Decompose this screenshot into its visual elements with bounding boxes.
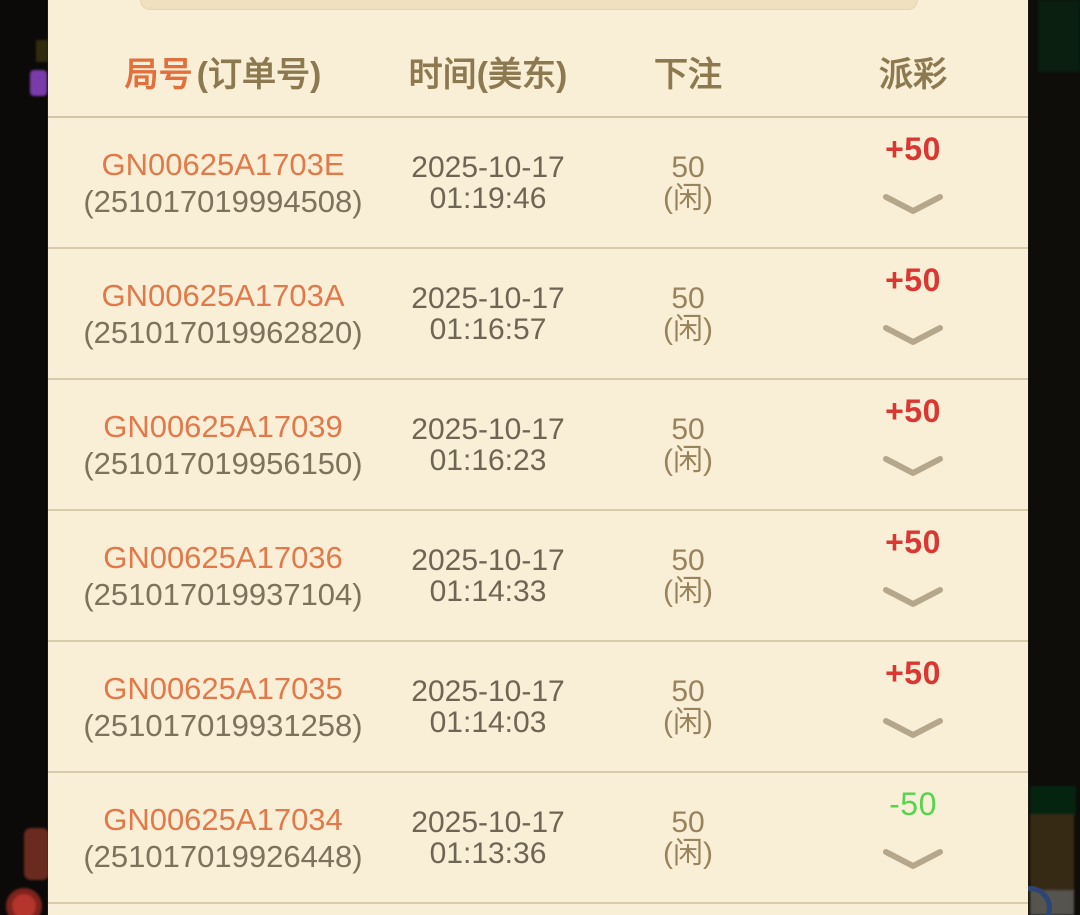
payout-amount: +50 — [885, 524, 941, 560]
bet-time: 2025-10-17 01:16:57 — [398, 283, 578, 345]
bet-amount: 50 — [671, 543, 705, 577]
bet-history-panel: 局号 (订单号) 时间(美东) 下注 派彩 GN00625A1703E (2510… — [48, 0, 1028, 915]
payout-amount: -50 — [889, 786, 937, 822]
table-row: GN00625A17035 (251017019931258) 2025-10-… — [48, 642, 1028, 773]
header-payout: 派彩 — [879, 55, 947, 94]
table-row: GN00625A1703E (251017019994508) 2025-10-… — [48, 118, 1028, 249]
payout-amount: +50 — [885, 262, 941, 298]
order-number: (251017019937104) — [83, 576, 363, 612]
bet-target: (闲) — [663, 836, 713, 870]
payout-amount: +50 — [885, 393, 941, 429]
bet-clock: 01:19:46 — [429, 181, 547, 215]
bet-time: 2025-10-17 01:13:36 — [398, 807, 578, 869]
bet-amount: 50 — [671, 150, 705, 184]
bet-info: 50 (闲) — [578, 545, 798, 607]
bet-clock: 01:16:23 — [429, 443, 547, 477]
bet-clock: 01:14:03 — [429, 705, 547, 739]
bet-target: (闲) — [663, 705, 713, 739]
table-header: 局号 (订单号) 时间(美东) 下注 派彩 — [48, 0, 1028, 118]
bet-clock: 01:16:57 — [429, 312, 547, 346]
header-round-order: 局号 (订单号) — [48, 47, 398, 96]
bet-amount: 50 — [671, 412, 705, 446]
bet-date: 2025-10-17 — [411, 805, 565, 839]
bet-time: 2025-10-17 01:14:03 — [398, 676, 578, 738]
background-game-button — [6, 888, 42, 915]
table-row: GN00625A1703A (251017019962820) 2025-10-… — [48, 249, 1028, 380]
background-artifact — [1038, 0, 1080, 72]
bet-target: (闲) — [663, 574, 713, 608]
chevron-down-icon[interactable] — [882, 586, 944, 608]
bet-amount: 50 — [671, 281, 705, 315]
chevron-down-icon[interactable] — [882, 455, 944, 477]
chevron-down-icon[interactable] — [882, 717, 944, 739]
order-number: (251017019931258) — [83, 707, 363, 743]
bet-date: 2025-10-17 — [411, 281, 565, 315]
chevron-down-icon[interactable] — [882, 848, 944, 870]
game-id: GN00625A17039 — [103, 408, 343, 444]
bet-info: 50 (闲) — [578, 807, 798, 869]
bet-date: 2025-10-17 — [411, 412, 565, 446]
bet-amount: 50 — [671, 805, 705, 839]
bet-amount: 50 — [671, 674, 705, 708]
table-row: GN00625A17036 (251017019937104) 2025-10-… — [48, 511, 1028, 642]
background-artifact — [30, 70, 47, 96]
background-artifact — [1030, 786, 1076, 816]
header-bet: 下注 — [654, 55, 722, 94]
payout-amount: +50 — [885, 655, 941, 691]
bet-time: 2025-10-17 01:14:33 — [398, 545, 578, 607]
game-id: GN00625A1703E — [101, 146, 345, 182]
bet-clock: 01:14:33 — [429, 574, 547, 608]
order-number: (251017019994508) — [83, 183, 363, 219]
background-game-right — [1008, 0, 1080, 915]
bet-info: 50 (闲) — [578, 676, 798, 738]
table-row: GN00625A17034 (251017019926448) 2025-10-… — [48, 773, 1028, 904]
table-row: GN00625A17039 (251017019956150) 2025-10-… — [48, 380, 1028, 511]
game-id: GN00625A17036 — [103, 539, 343, 575]
bet-clock: 01:13:36 — [429, 836, 547, 870]
background-artifact — [1030, 814, 1074, 892]
order-number: (251017019926448) — [83, 838, 363, 874]
header-time: 时间(美东) — [408, 55, 568, 94]
order-number: (251017019962820) — [83, 314, 363, 350]
bet-date: 2025-10-17 — [411, 674, 565, 708]
game-id: GN00625A17035 — [103, 670, 343, 706]
bet-date: 2025-10-17 — [411, 543, 565, 577]
header-order-label: (订单号) — [196, 55, 322, 94]
bet-target: (闲) — [663, 312, 713, 346]
payout-amount: +50 — [885, 131, 941, 167]
bet-target: (闲) — [663, 181, 713, 215]
bet-time: 2025-10-17 01:16:23 — [398, 414, 578, 476]
chevron-down-icon[interactable] — [882, 324, 944, 346]
background-game-button — [24, 828, 49, 880]
bet-info: 50 (闲) — [578, 414, 798, 476]
bet-info: 50 (闲) — [578, 283, 798, 345]
bet-time: 2025-10-17 01:19:46 — [398, 152, 578, 214]
bet-info: 50 (闲) — [578, 152, 798, 214]
background-game-left — [0, 0, 49, 915]
order-number: (251017019956150) — [83, 445, 363, 481]
bet-target: (闲) — [663, 443, 713, 477]
game-id: GN00625A1703A — [101, 277, 345, 313]
game-id: GN00625A17034 — [103, 801, 343, 837]
background-artifact — [36, 40, 48, 62]
panel-above-edge — [140, 0, 918, 10]
header-round-label: 局号 — [124, 55, 193, 94]
chevron-down-icon[interactable] — [882, 193, 944, 215]
bet-date: 2025-10-17 — [411, 150, 565, 184]
